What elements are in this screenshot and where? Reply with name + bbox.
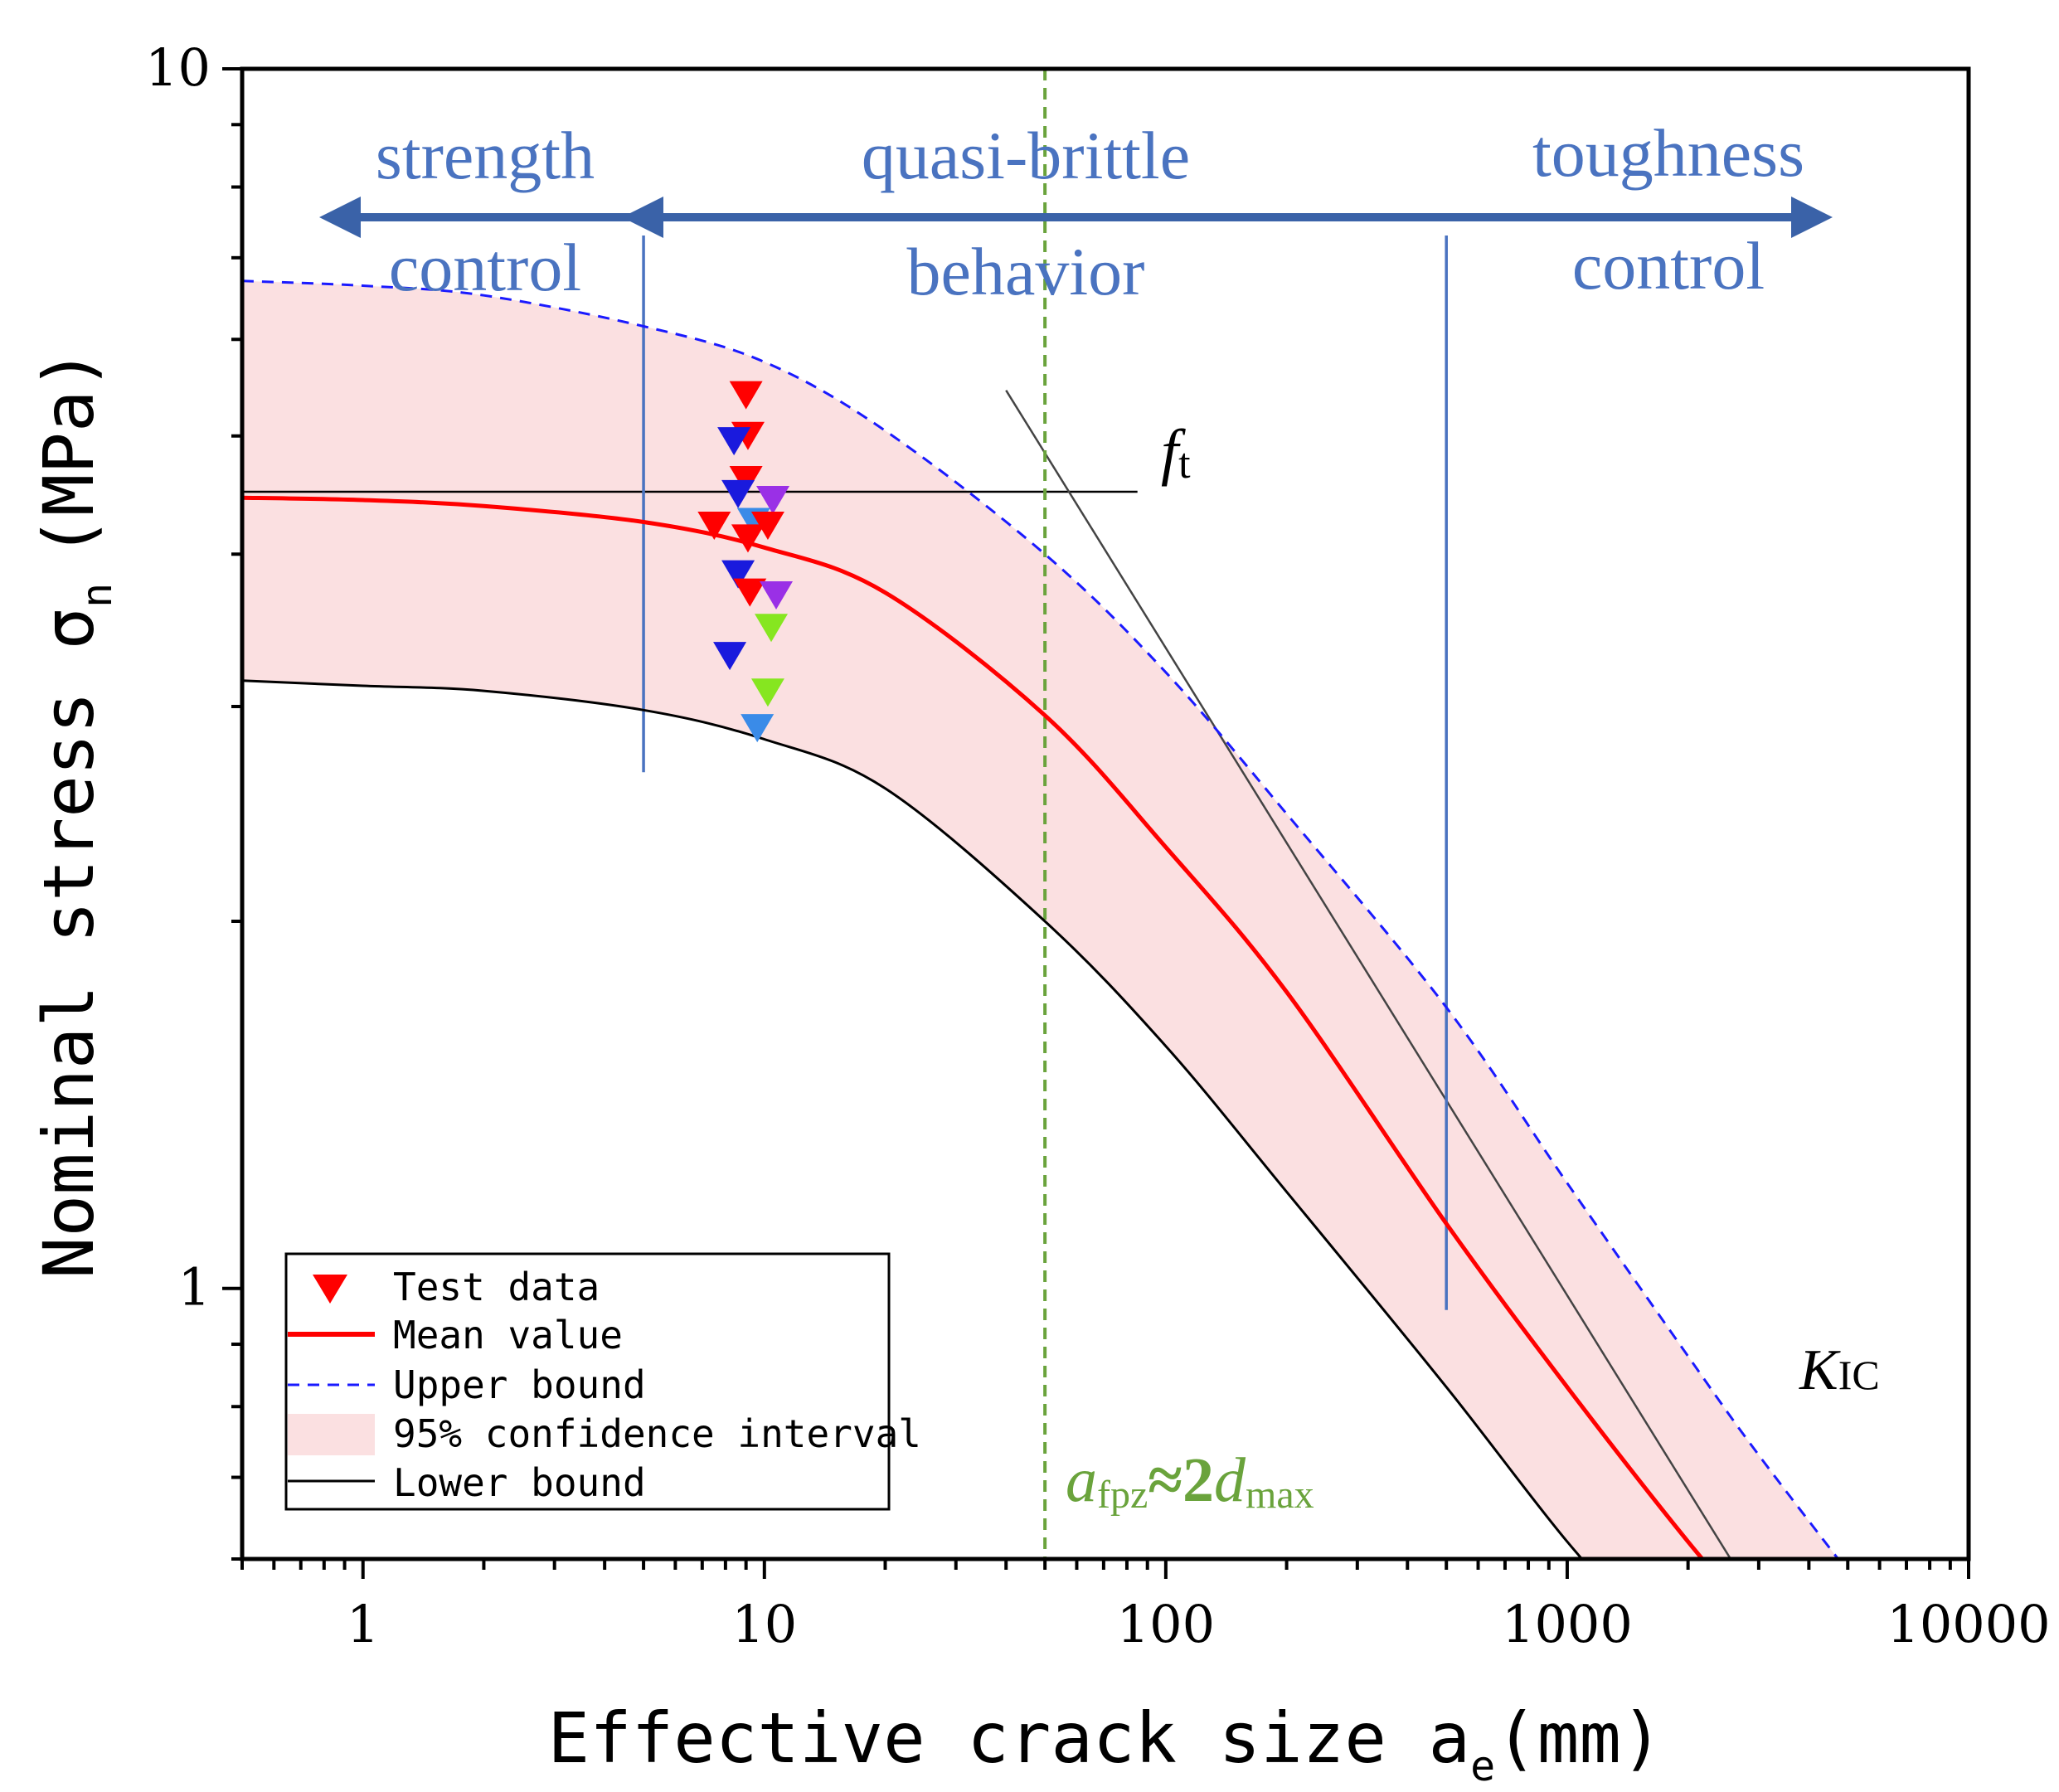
legend-mean-label: Mean value	[393, 1313, 623, 1357]
legend-upper-label: Upper bound	[393, 1362, 646, 1407]
test-data-layer	[697, 381, 794, 743]
test-data-point-14	[713, 642, 747, 671]
y-tick-label: 1	[178, 1257, 211, 1318]
confidence-interval-layer	[242, 280, 1838, 1559]
legend-lower-label: Lower bound	[393, 1460, 646, 1505]
test-data-point-11	[733, 578, 767, 607]
x-tick-label: 100	[1117, 1594, 1215, 1654]
test-data-point-10	[721, 560, 755, 589]
regime-quasi-line2: behavior	[907, 234, 1145, 309]
test-data-point-9	[731, 524, 765, 553]
axis-ticks	[222, 67, 1970, 1579]
test-data-point-13	[755, 614, 789, 643]
test-data-point-7	[697, 512, 731, 541]
test-data-point-5	[756, 486, 790, 515]
x-tick-label: 1	[347, 1594, 379, 1654]
test-data-point-4	[721, 479, 755, 508]
series-layer	[242, 279, 1840, 1559]
x-axis-title: Effective crack size ae(mm)	[548, 1697, 1663, 1790]
ft-label: ft	[1161, 417, 1191, 488]
x-tick-label: 10	[731, 1594, 797, 1654]
legend-test-data-marker	[313, 1275, 347, 1304]
regime-toughness-line1: toughness	[1532, 115, 1804, 191]
series-lower-bound	[242, 679, 1584, 1559]
series-mean-value	[242, 495, 1706, 1559]
confidence-interval-band	[242, 280, 1838, 1559]
plot-frame	[240, 66, 1971, 1561]
test-data-point-2	[717, 427, 751, 456]
test-data-point-8	[750, 512, 784, 541]
legend: Test data Mean value Upper bound 95% con…	[284, 1252, 921, 1511]
regime-strength-line2: control	[389, 230, 581, 305]
kic-label: KIC	[1799, 1338, 1880, 1402]
regime-strength-line1: strength	[376, 118, 595, 193]
regime-toughness-line2: control	[1572, 228, 1765, 304]
y-axis-title: Nominal stress σn(MPa)	[28, 348, 121, 1279]
x-tick-label: 10000	[1887, 1594, 2050, 1654]
y-tick-label: 10	[145, 37, 211, 98]
reference-lines-layer	[242, 69, 1732, 1559]
test-data-point-0	[729, 381, 763, 410]
regime-labels: strength control quasi-brittle behavior …	[376, 115, 1804, 309]
test-data-point-16	[741, 714, 775, 743]
legend-test-data-label: Test data	[393, 1265, 600, 1309]
legend-box	[284, 1252, 891, 1511]
test-data-point-12	[760, 581, 794, 610]
axis-tick-labels: 1 10 100 1000 10000 1 10	[145, 37, 2051, 1654]
test-data-point-15	[750, 678, 784, 707]
legend-ci-label: 95% confidence interval	[393, 1411, 921, 1456]
afpz-label: afpz≈2dmax	[1066, 1445, 1314, 1517]
legend-ci-swatch	[288, 1414, 375, 1455]
kic-asymptote-line	[1005, 390, 1732, 1559]
x-tick-label: 1000	[1502, 1594, 1633, 1654]
series-upper-bound	[242, 279, 1840, 1559]
regime-quasi-line1: quasi-brittle	[862, 118, 1190, 193]
